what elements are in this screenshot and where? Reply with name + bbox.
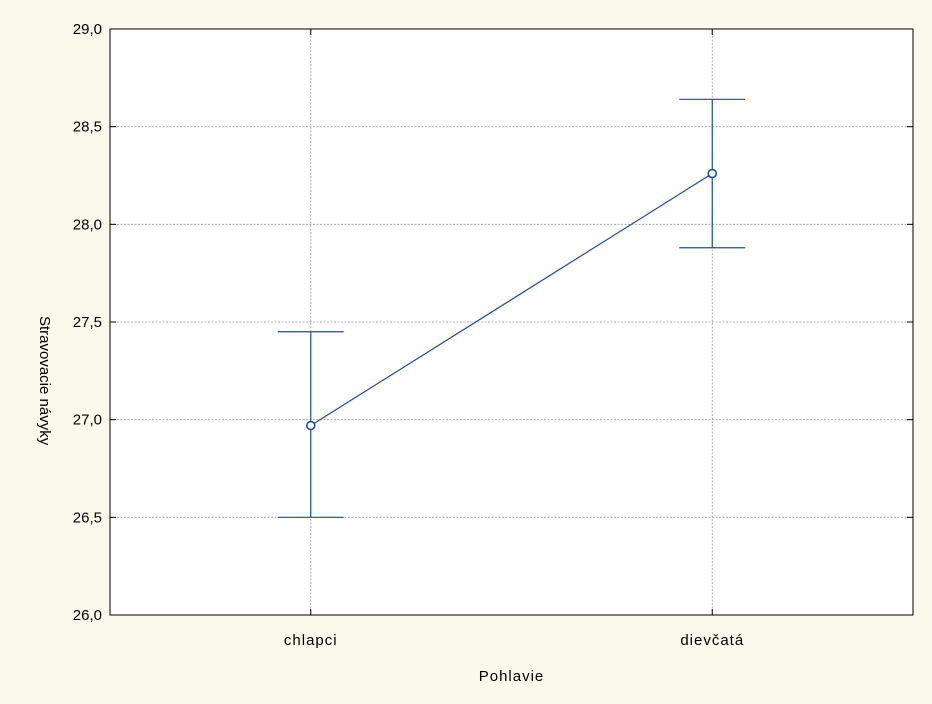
y-tick-label: 26,5: [73, 509, 102, 526]
data-point: [305, 420, 316, 431]
x-axis-title: Pohlavie: [479, 668, 545, 685]
y-axis-ticks: 26,0 26,5 27,0 27,5 28,0 28,5 29,0: [73, 21, 913, 624]
y-axis-title: Stravovacie návyky: [36, 316, 53, 446]
x-axis-ticks: chlapci dievčatá: [284, 29, 744, 649]
y-tick-label: 29,0: [73, 21, 102, 38]
y-tick-label: 26,0: [73, 607, 102, 624]
y-tick-label: 27,0: [73, 412, 102, 429]
y-tick-label: 27,5: [73, 314, 102, 331]
y-tick-label: 28,0: [73, 216, 102, 233]
x-tick-label: chlapci: [284, 632, 338, 649]
y-tick-label: 28,5: [73, 119, 102, 136]
series-line: [310, 173, 713, 427]
x-tick-label: dievčatá: [680, 632, 744, 649]
series: [277, 98, 746, 518]
data-point: [707, 168, 718, 179]
